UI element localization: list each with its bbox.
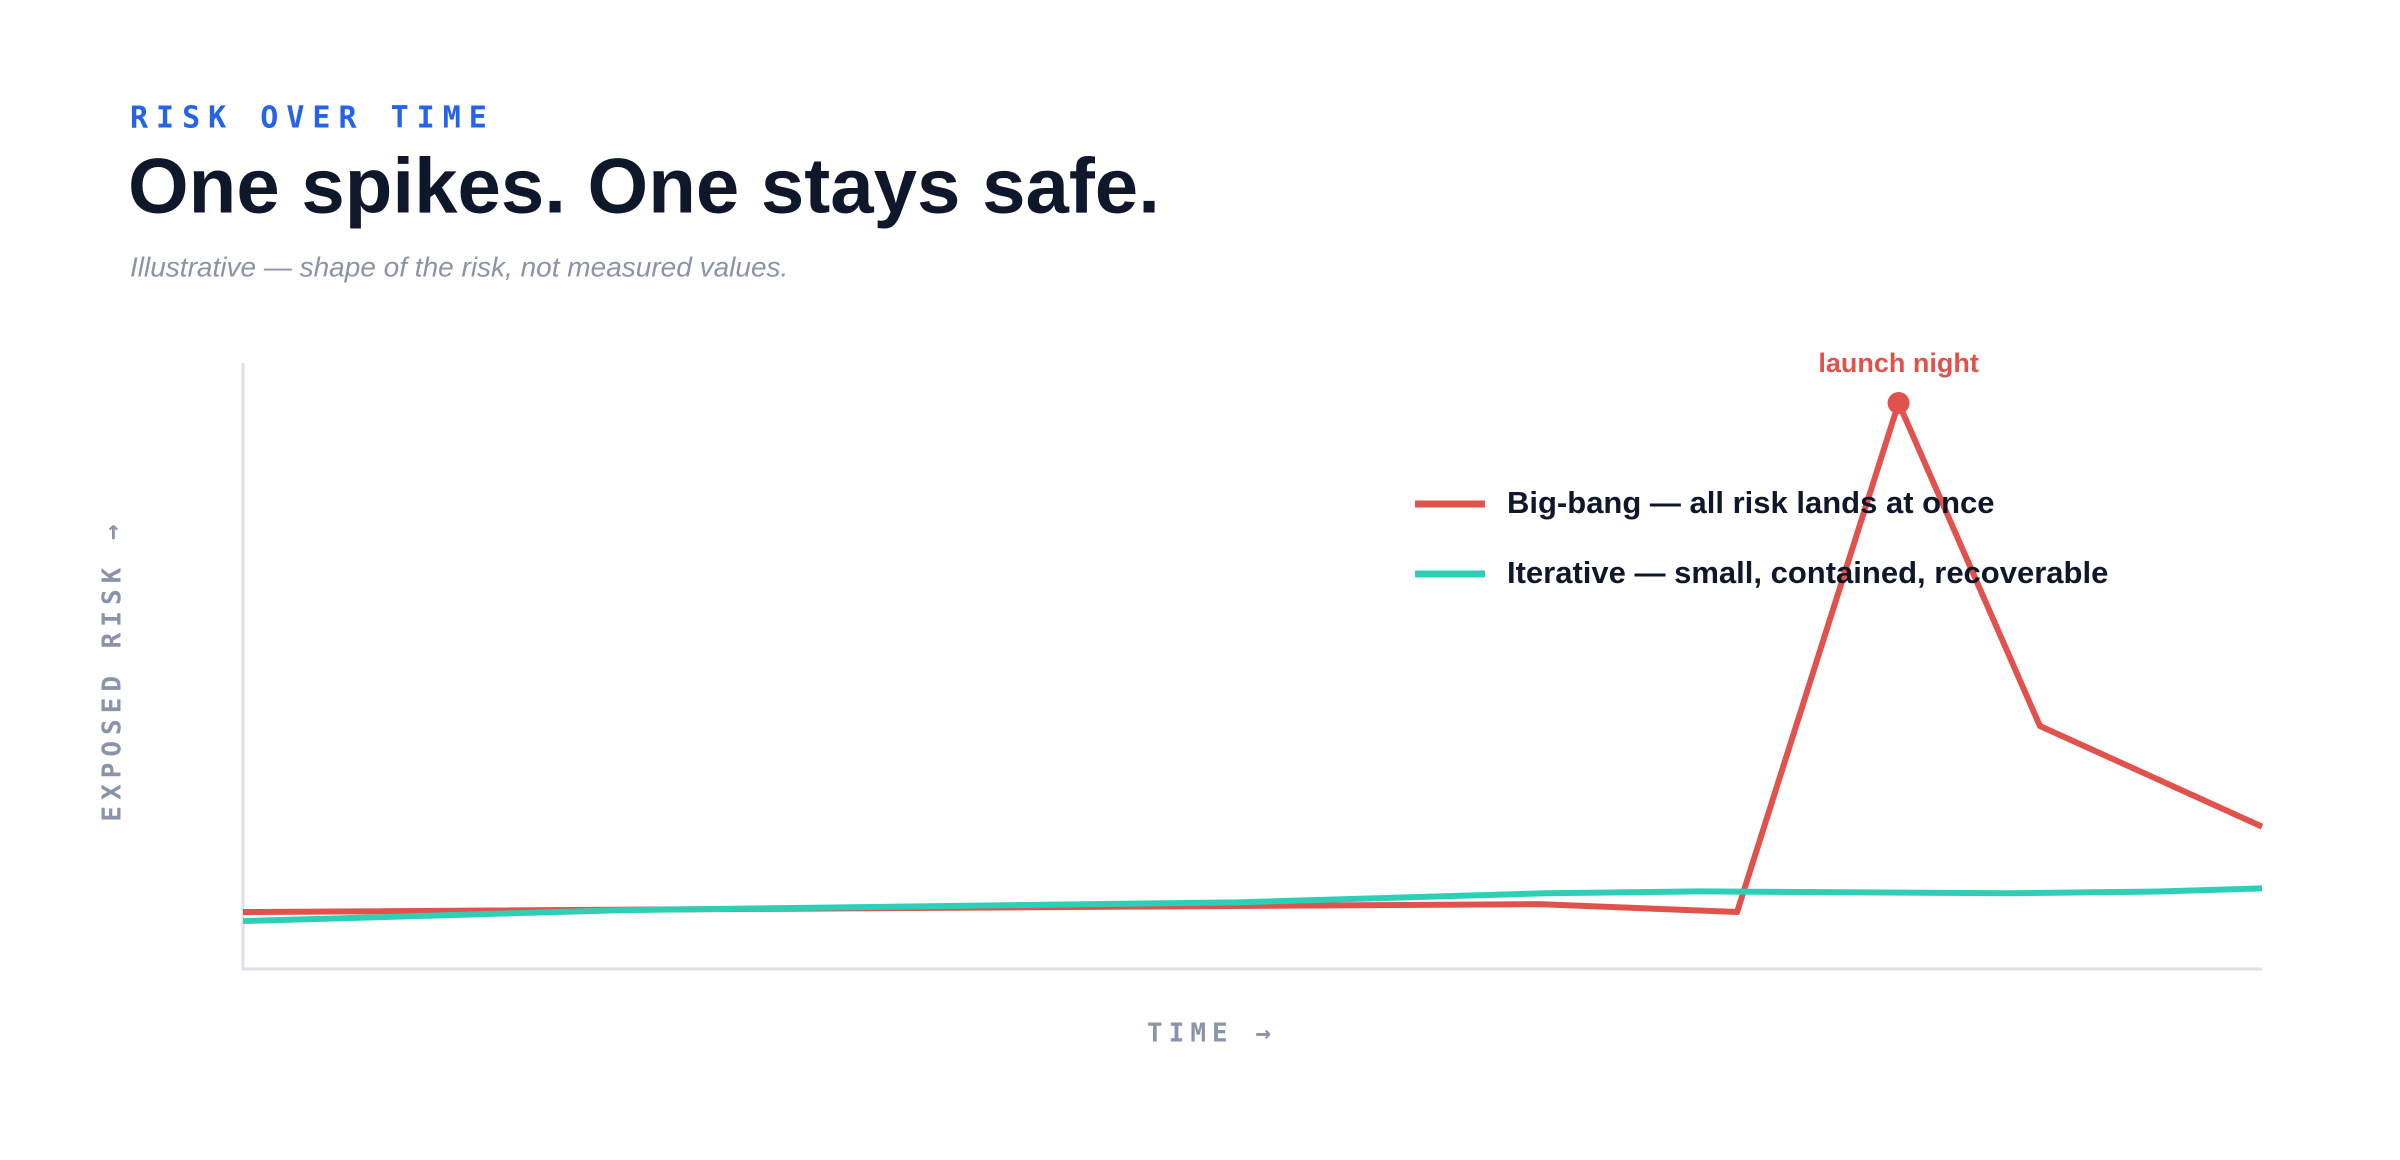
- y-axis-label: EXPOSED RISK →: [98, 518, 128, 821]
- eyebrow: RISK OVER TIME: [130, 101, 495, 136]
- subtitle: Illustrative — shape of the risk, not me…: [130, 251, 788, 282]
- legend-label: Big-bang — all risk lands at once: [1507, 485, 1995, 520]
- series-line: [242, 885, 2263, 925]
- x-axis-label: TIME →: [1147, 1019, 1277, 1049]
- annotation: launch night: [1818, 348, 1978, 378]
- series-line: [242, 399, 2264, 916]
- peak-marker: [1887, 391, 1910, 414]
- chart-title: One spikes. One stays safe.: [128, 142, 1160, 230]
- legend-label: Iterative — small, contained, recoverabl…: [1507, 555, 2108, 590]
